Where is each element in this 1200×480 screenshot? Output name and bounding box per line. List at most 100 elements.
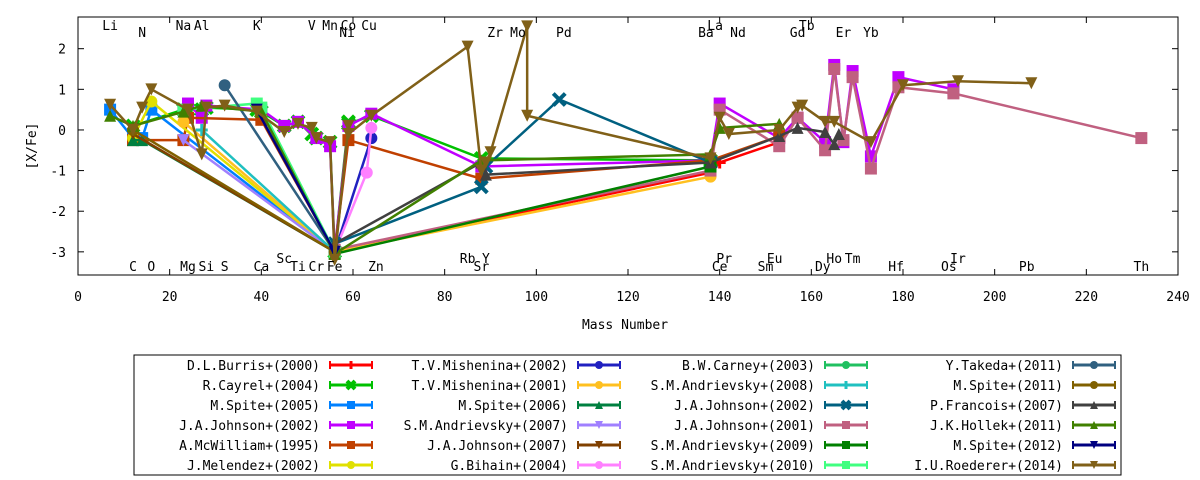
data-point xyxy=(292,117,304,130)
data-point xyxy=(278,125,291,138)
series-line xyxy=(133,116,780,256)
element-label-mn: Mn xyxy=(322,19,338,34)
legend-label: G.Bihain+(2004) xyxy=(451,459,568,474)
series-8 xyxy=(127,134,341,258)
element-label-sm: Sm xyxy=(758,260,774,275)
element-label-hf: Hf xyxy=(888,260,904,275)
element-label-rb: Rb xyxy=(460,252,476,267)
legend-marker xyxy=(595,461,603,469)
data-point xyxy=(473,179,489,195)
element-label-er: Er xyxy=(836,26,852,41)
legend-label: T.V.Mishenina+(2002) xyxy=(411,359,568,374)
legend-marker xyxy=(842,361,850,369)
y-tick-label: -3 xyxy=(50,246,66,261)
data-point xyxy=(897,79,909,92)
legend-label: M.Spite+(2005) xyxy=(210,399,320,414)
data-point xyxy=(773,140,786,153)
x-tick-label: 20 xyxy=(162,290,178,305)
data-point xyxy=(177,115,190,128)
data-point xyxy=(828,63,841,76)
x-tick-label: 200 xyxy=(983,290,1006,305)
data-point xyxy=(342,119,355,132)
element-label-cr: Cr xyxy=(309,260,325,275)
series-line xyxy=(223,84,336,253)
data-point xyxy=(182,103,194,116)
legend-marker xyxy=(842,461,850,469)
x-tick-label: 40 xyxy=(254,290,270,305)
y-tick-label: -1 xyxy=(50,165,66,180)
legend-label: B.W.Carney+(2003) xyxy=(682,359,815,374)
x-tick-label: 180 xyxy=(891,290,914,305)
data-point xyxy=(773,123,786,136)
data-point xyxy=(819,125,832,138)
legend-marker xyxy=(347,401,355,409)
legend-label: S.M.Andrievsky+(2008) xyxy=(651,379,815,394)
data-point xyxy=(305,121,318,134)
element-label-ti: Ti xyxy=(290,260,306,275)
element-label-ni: Ni xyxy=(339,26,355,41)
series-line xyxy=(334,165,711,256)
legend-label: J.A.Johnson+(2002) xyxy=(674,399,815,414)
legend-label: M.Spite+(2006) xyxy=(458,399,568,414)
data-point xyxy=(177,105,190,118)
legend-marker xyxy=(347,461,355,469)
series-line xyxy=(333,137,373,253)
legend-label: Y.Takeda+(2011) xyxy=(946,359,1063,374)
data-point xyxy=(218,79,231,92)
data-point xyxy=(864,162,877,175)
series-line xyxy=(334,68,1142,252)
data-point xyxy=(713,111,726,124)
element-label-ho: Ho xyxy=(826,252,842,267)
data-point xyxy=(722,128,735,141)
element-label-os: Os xyxy=(941,260,957,275)
data-point xyxy=(177,134,190,147)
data-point xyxy=(791,121,804,134)
x-axis-title: Mass Number xyxy=(582,318,668,333)
axes: 0 20 40 60 80 100 120 140 160 180 200 220 240 -3 -2 -1 0… xyxy=(50,16,1190,305)
data-point xyxy=(360,166,373,179)
legend-marker xyxy=(347,421,355,429)
data-point xyxy=(475,164,488,177)
element-label-sr: Sr xyxy=(474,260,490,275)
series-20 xyxy=(328,121,845,250)
legend-label: J.A.Johnson+(2001) xyxy=(674,419,815,434)
legend-label: S.M.Andrievsky+(2010) xyxy=(651,459,815,474)
data-point xyxy=(278,119,291,132)
series-line xyxy=(255,109,336,253)
x-tick-label: 240 xyxy=(1166,290,1189,305)
element-label-yb: Yb xyxy=(863,26,879,41)
data-point xyxy=(796,99,809,112)
x-tick-label: 80 xyxy=(437,290,453,305)
legend-marker xyxy=(347,441,355,449)
data-point xyxy=(832,128,845,141)
legend-marker xyxy=(595,421,603,429)
x-tick-label: 160 xyxy=(800,290,823,305)
x-tick-label: 220 xyxy=(1075,290,1098,305)
data-point xyxy=(484,146,497,159)
element-label-tm: Tm xyxy=(845,252,861,267)
data-point xyxy=(704,152,717,165)
data-point xyxy=(127,123,139,136)
element-label-al: Al xyxy=(194,19,210,34)
legend-label: J.K.Hollek+(2011) xyxy=(930,419,1063,434)
element-label-mg: Mg xyxy=(180,260,196,275)
legend-marker xyxy=(1090,461,1098,469)
legend-marker xyxy=(595,361,603,369)
element-label-tb: Tb xyxy=(799,19,815,34)
legend-marker xyxy=(1090,361,1098,369)
element-label-y: Y xyxy=(482,252,490,267)
legend-box xyxy=(133,354,1122,476)
series-line xyxy=(182,139,336,253)
legend-marker xyxy=(347,361,355,369)
series-line xyxy=(109,25,1032,261)
legend-marker xyxy=(345,379,357,391)
data-point xyxy=(864,136,877,149)
element-label-li: Li xyxy=(102,19,118,34)
data-point xyxy=(479,156,492,169)
legend-label: P.Francois+(2007) xyxy=(930,399,1063,414)
data-point xyxy=(250,105,263,118)
element-label-si: Si xyxy=(199,260,215,275)
data-point xyxy=(1135,132,1148,145)
data-point xyxy=(846,71,859,84)
